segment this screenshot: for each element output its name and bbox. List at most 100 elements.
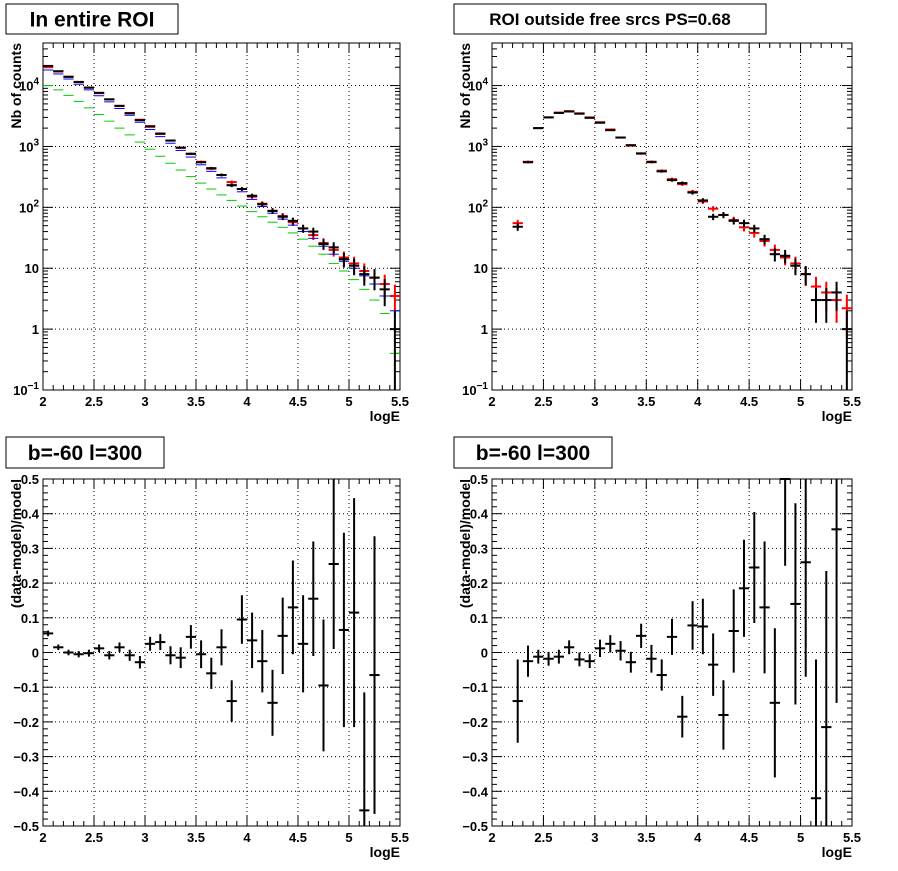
data-point — [677, 181, 688, 185]
data-point — [226, 680, 237, 722]
x-ticks — [491, 43, 853, 390]
data-point — [800, 266, 811, 286]
data-point — [584, 116, 595, 119]
x-tick-label: 2 — [39, 394, 46, 409]
chart-title: b=-60 l=300 — [476, 442, 590, 465]
y-ticks — [492, 478, 852, 827]
x-tick-label: 4.5 — [289, 394, 307, 409]
x-axis-label: logE — [370, 408, 400, 424]
y-tick-label: 10 — [25, 261, 39, 276]
data-point — [790, 258, 801, 276]
plot-frame — [491, 42, 853, 391]
data-point — [687, 190, 698, 195]
series-0 — [512, 478, 842, 826]
data-point — [553, 649, 564, 664]
data-point — [206, 657, 217, 689]
chart-title: In entire ROI — [30, 9, 155, 32]
y-tick-exponent: −1 — [28, 381, 40, 392]
data-point — [308, 227, 319, 237]
y-tick-label: 1 — [32, 322, 39, 337]
y-axis-label: (data-model)/model — [8, 479, 24, 608]
x-tick-label: 4 — [243, 394, 251, 409]
data-point — [328, 242, 339, 254]
y-tick-label: −0.4 — [13, 784, 39, 799]
data-point — [584, 654, 595, 669]
y-tick-base: 10 — [468, 200, 482, 215]
x-tick-label: 3 — [141, 394, 148, 409]
data-point — [759, 234, 770, 245]
data-point — [594, 121, 606, 124]
plot-frame — [42, 42, 401, 391]
data-point — [646, 160, 657, 163]
y-tick-label: 0 — [32, 646, 39, 661]
title-box — [5, 436, 165, 469]
data-point — [522, 161, 534, 164]
data-point — [625, 651, 636, 673]
x-ticks — [42, 479, 401, 826]
x-axis-label: logE — [822, 844, 852, 860]
data-point — [564, 640, 575, 655]
y-tick-base: 10 — [13, 383, 27, 398]
data-point — [615, 641, 626, 661]
grid — [42, 43, 401, 391]
data-point — [656, 659, 667, 691]
data-point — [687, 601, 698, 650]
data-point — [533, 127, 544, 130]
data-point — [810, 288, 822, 323]
grid — [491, 478, 853, 827]
data-point — [287, 560, 298, 655]
title-box — [5, 3, 179, 35]
data-point — [104, 651, 115, 660]
data-point — [594, 639, 606, 658]
x-tick-label: 5 — [797, 830, 804, 845]
data-point — [697, 598, 708, 655]
data-point — [718, 212, 729, 219]
data-point — [287, 217, 298, 225]
x-tick-label: 5.5 — [391, 394, 409, 409]
x-tick-label: 2.5 — [534, 830, 552, 845]
x-tick-label: 3.5 — [637, 830, 655, 845]
data-point — [216, 629, 227, 666]
data-point — [236, 187, 247, 191]
y-tick-label: −0.2 — [462, 715, 488, 730]
x-tick-label: 5 — [345, 394, 352, 409]
x-ticks — [42, 43, 401, 390]
y-tick-label: 0.1 — [21, 611, 39, 626]
y-tick-label: 0.2 — [470, 576, 488, 591]
data-point — [821, 288, 832, 323]
data-point — [533, 649, 544, 664]
data-point — [359, 266, 370, 286]
y-ticks — [43, 42, 400, 391]
y-tick-label: 0.4 — [470, 507, 489, 522]
y-tick-exponent: 4 — [482, 77, 488, 88]
x-tick-label: 3 — [591, 394, 598, 409]
x-tick-label: 2.5 — [85, 394, 103, 409]
series-2 — [43, 85, 400, 354]
series-0 — [43, 66, 400, 317]
series-0 — [43, 479, 380, 826]
y-tick-label: 0.2 — [21, 576, 39, 591]
data-point — [145, 125, 156, 128]
data-point — [73, 651, 84, 658]
data-point — [574, 112, 585, 115]
data-point — [104, 98, 115, 101]
y-ticks — [492, 42, 852, 391]
y-tick-label: 0.5 — [21, 472, 39, 487]
y-tick-base: 10 — [468, 79, 482, 94]
data-point — [379, 279, 390, 307]
data-point — [790, 503, 801, 705]
data-point — [349, 258, 360, 276]
data-point — [53, 644, 64, 651]
data-point — [831, 479, 842, 703]
data-point — [165, 646, 176, 665]
y-tick-label: 0 — [481, 646, 488, 661]
y-axis-label: Nb of counts — [457, 43, 473, 129]
data-point — [738, 539, 750, 637]
y-tick-label: 0.1 — [470, 611, 488, 626]
data-point — [512, 659, 523, 743]
data-point — [615, 136, 626, 139]
data-point — [708, 633, 719, 696]
x-tick-label: 4.5 — [740, 394, 758, 409]
y-tick-base: 10 — [468, 139, 482, 154]
